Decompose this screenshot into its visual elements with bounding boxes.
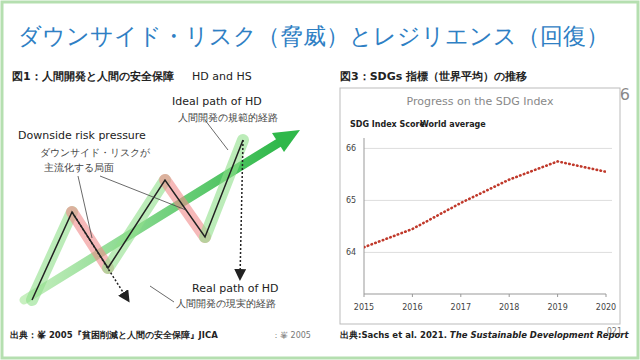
real-label-en: Real path of HD <box>192 282 279 295</box>
x-tick-label: 2020 <box>596 303 616 312</box>
leader-line <box>78 176 92 238</box>
chart-title: Progress on the SDG Index <box>407 95 554 108</box>
x-tick-label: 2018 <box>499 303 519 312</box>
figure-source: 出典：峯 2005『貧困削減と人間の安全保障』JICA <box>10 330 218 340</box>
plot-area <box>364 161 606 247</box>
x-tick-label: 2015 <box>354 303 374 312</box>
ideal-label-en: Ideal path of HD <box>172 95 262 108</box>
chart-source: 出典:Sachs et al. 2021. The Sustainable De… <box>340 330 630 340</box>
leader-line <box>150 286 174 302</box>
ideal-label-ja: 人間開発の規範的経路 <box>178 112 278 123</box>
figure1-diagram <box>24 120 300 302</box>
series-name: World average <box>420 120 486 129</box>
page-number: 6 <box>620 85 630 104</box>
chart-source-part: The Sustainable Development Report <box>450 330 630 340</box>
ideal-arrow-head <box>272 130 300 152</box>
slide: ダウンサイド・リスク（脅威）とレジリエンス（回復）6021図1：人間開発と人間の… <box>0 0 640 360</box>
y-axis-line <box>364 138 365 294</box>
figure-label: HD and HS <box>192 70 252 83</box>
downside-label-ja: 主流化する局面 <box>44 162 114 173</box>
grid-line <box>364 252 612 253</box>
slide-frame <box>2 2 638 358</box>
background <box>0 0 640 360</box>
chart-frame <box>340 88 620 324</box>
downside-label-en: Downside risk pressure <box>18 129 146 142</box>
real-path <box>32 140 243 300</box>
downside-arrow <box>72 212 128 300</box>
downside-label-ja: ダウンサイド・リスクが <box>40 147 151 158</box>
grid-line <box>364 200 612 201</box>
y-tick-label: 66 <box>346 144 356 153</box>
x-tick-label: 2017 <box>451 303 471 312</box>
leader-line <box>100 176 186 210</box>
x-tick-label: 2016 <box>402 303 422 312</box>
chart-source-part: 出典:Sachs et al. 2021. <box>340 330 450 340</box>
leader-line <box>205 120 228 150</box>
x-tick-label: 2019 <box>547 303 567 312</box>
slide-title: ダウンサイド・リスク（脅威）とレジリエンス（回復） <box>18 23 609 49</box>
real-label-ja: 人間開発の現実的経路 <box>176 298 276 309</box>
y-tick-label: 65 <box>346 196 356 205</box>
figure-source-right: ：峯 2005 <box>272 331 311 340</box>
x-axis-line <box>364 294 606 295</box>
figure-caption: 図1：人間開発と人間の安全保障 <box>12 70 174 83</box>
y-tick-label: 64 <box>346 248 356 257</box>
slide-canvas: ダウンサイド・リスク（脅威）とレジリエンス（回復）6021図1：人間開発と人間の… <box>0 0 640 360</box>
y-axis-label: SDG Index Score <box>350 120 425 129</box>
chart-caption: 図3：SDGs 指標（世界平均）の推移 <box>340 70 527 83</box>
downside-arrow <box>240 140 243 278</box>
series-line <box>364 161 606 247</box>
grid-line <box>364 148 612 149</box>
